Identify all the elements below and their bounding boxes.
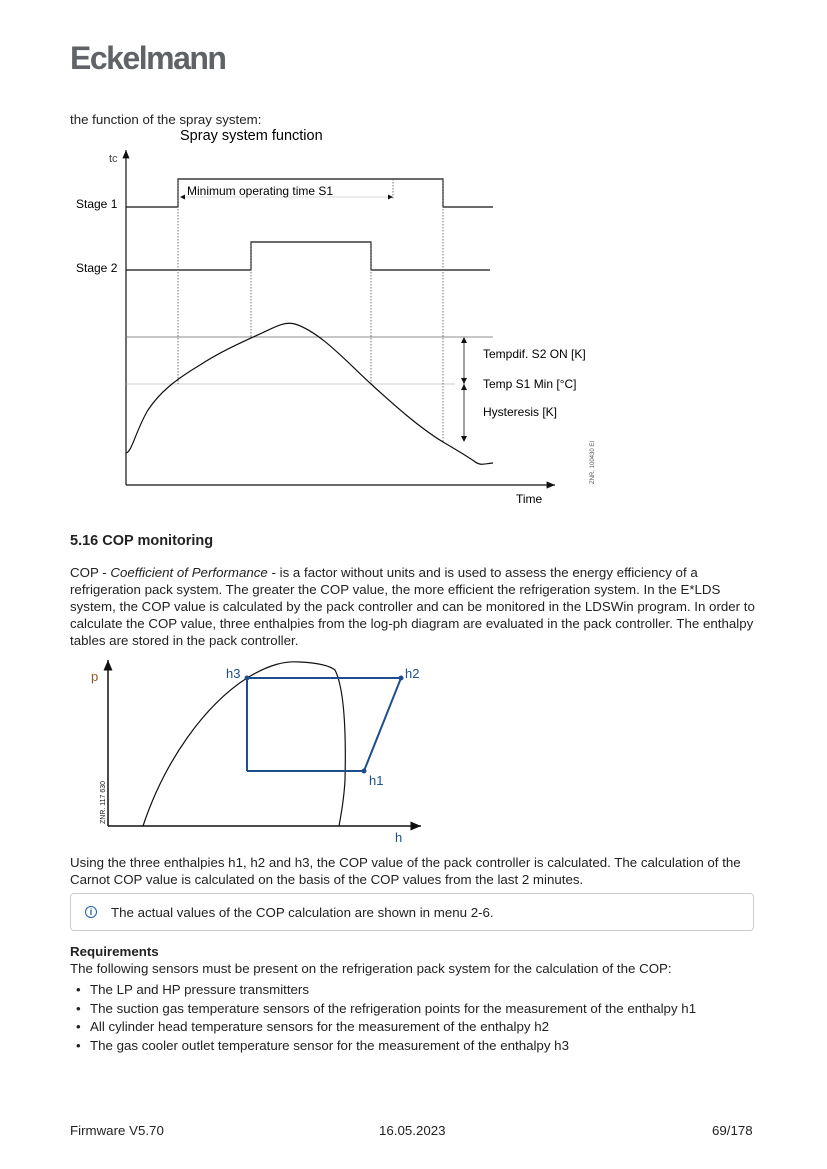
x-axis-label: Time [516, 492, 543, 506]
list-item: The suction gas temperature sensors of t… [70, 1000, 696, 1019]
h3-point [244, 675, 250, 681]
h1-point [361, 768, 367, 774]
temp-min-label: Temp S1 Min [°C] [483, 377, 577, 391]
stage1-signal [126, 178, 493, 208]
list-item: The gas cooler outlet temperature sensor… [70, 1037, 696, 1056]
p-axis-label: p [91, 669, 98, 684]
h1-label: h1 [369, 773, 383, 788]
h3-label: h3 [226, 666, 240, 681]
p1-text: COP - [70, 565, 111, 580]
log-ph-diagram: p h h3 h2 h1 ZNR. 117 630 [91, 660, 421, 845]
list-item: The LP and HP pressure transmitters [70, 981, 696, 1000]
cop-paragraph: COP - Coefficient of Performance - is a … [70, 564, 760, 649]
footer-date: 16.05.2023 [379, 1123, 446, 1138]
saturation-dome [142, 661, 346, 827]
dotted-guides [177, 179, 444, 442]
requirements-list: The LP and HP pressure transmitters The … [70, 981, 696, 1055]
temperature-curve [125, 322, 494, 465]
list-item: All cylinder head temperature sensors fo… [70, 1018, 696, 1037]
intro-text: the function of the spray system: [70, 112, 262, 127]
stage1-label: Stage 1 [76, 197, 118, 211]
p1-text-rest: - is a factor without units and is used … [70, 565, 755, 648]
drawing-ref: ZNR. 100430 EI [590, 441, 596, 484]
diagram-title: Spray system function [180, 128, 323, 144]
cop-calculation-paragraph: Using the three enthalpies h1, h2 and h3… [70, 855, 741, 887]
footer-firmware: Firmware V5.70 [70, 1123, 164, 1138]
requirements-title: Requirements [70, 944, 159, 959]
stage2-signal [126, 241, 490, 271]
eckelmann-logo: Eckelmann [70, 40, 227, 76]
min-time-label: Minimum operating time S1 [187, 184, 333, 198]
p1-italic: Coefficient of Performance [110, 565, 268, 580]
info-icon: i [85, 906, 97, 918]
footer-page-number: 69/178 [712, 1123, 753, 1138]
tempdif-label: Tempdif. S2 ON [K] [483, 347, 586, 361]
info-note-text: The actual values of the COP calculation… [111, 905, 494, 920]
drawing-ref: ZNR. 117 630 [100, 781, 107, 824]
dimension-arrows [461, 337, 467, 442]
section-title: 5.16 COP monitoring [70, 533, 214, 549]
h-axis-label: h [395, 830, 402, 845]
h2-label: h2 [405, 666, 419, 681]
info-note: i The actual values of the COP calculati… [70, 893, 754, 931]
stage2-label: Stage 2 [76, 261, 118, 275]
y-axis-label: tc [109, 153, 118, 165]
h2-point [398, 675, 404, 681]
hysteresis-label: Hysteresis [K] [483, 405, 557, 419]
spray-system-diagram: Spray system function tc Time Stage 1 St… [76, 128, 596, 506]
requirements-intro: The following sensors must be present on… [70, 961, 672, 976]
refrigeration-cycle [246, 677, 403, 772]
